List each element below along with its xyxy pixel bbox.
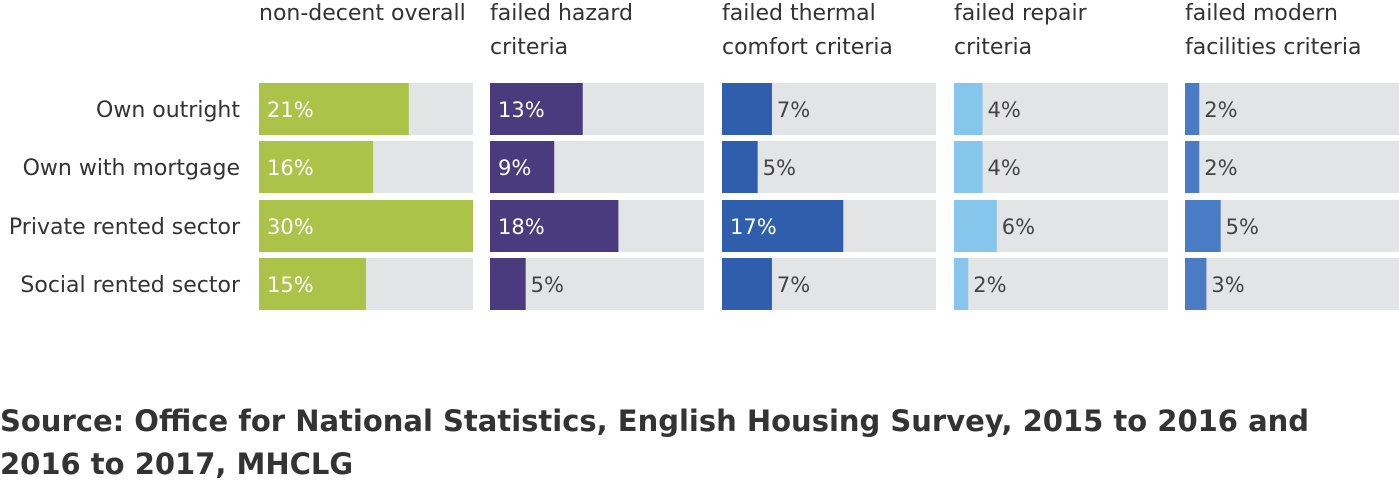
bar [490,141,555,193]
bar-track [954,258,1168,310]
bar [259,200,473,252]
row-label: Own outright [96,98,240,123]
data-label: 16% [267,156,314,180]
bar [722,258,772,310]
bar [1185,200,1221,252]
data-label: 13% [498,98,545,122]
data-label: 5% [531,273,564,297]
data-label: 7% [777,98,810,122]
data-label: 2% [973,273,1006,297]
bar-track [954,83,1168,135]
bar [490,258,526,310]
bar-track [1185,83,1399,135]
bar [722,141,758,193]
data-label: 3% [1211,273,1244,297]
column-header: criteria [490,35,568,60]
data-label: 7% [777,273,810,297]
column-header: comfort criteria [722,35,893,60]
row-label: Own with mortgage [23,156,240,181]
chart-area: Own outright Own with mortgage Private ren… [9,1,1399,310]
data-label: 4% [988,156,1021,180]
column-header: failed hazard [490,1,633,26]
bar [259,141,374,193]
bar [259,258,366,310]
bar [1185,141,1200,193]
bar-track [954,141,1168,193]
data-label: 2% [1204,98,1237,122]
data-label: 2% [1204,156,1237,180]
bar [490,83,583,135]
column-header: failed repair [954,1,1088,26]
bar [490,200,619,252]
column-header: failed modern [1185,1,1338,26]
source-note: Source: Office for National Statistics, … [0,404,1310,481]
bar [954,141,983,193]
data-label: 30% [267,215,314,239]
bar [954,258,969,310]
bar [1185,258,1207,310]
bar [722,83,772,135]
column-header: criteria [954,35,1032,60]
data-label: 6% [1002,215,1035,239]
row-label: Private rented sector [9,215,241,240]
data-label: 9% [498,156,531,180]
data-label: 18% [498,215,545,239]
row-label: Social rented sector [20,273,241,298]
data-label: 17% [730,215,777,239]
data-label: 21% [267,98,314,122]
column-header: failed thermal [722,1,876,26]
data-label: 5% [763,156,796,180]
data-label: 15% [267,273,314,297]
bar [954,83,983,135]
data-label: 5% [1226,215,1259,239]
bar [954,200,997,252]
column-header: facilities criteria [1185,35,1361,60]
bar [722,200,844,252]
bar-track [1185,258,1399,310]
data-label: 4% [988,98,1021,122]
bar [1185,83,1200,135]
column-header: non-decent overall [259,1,466,26]
bar-track [1185,141,1399,193]
bar [259,83,409,135]
